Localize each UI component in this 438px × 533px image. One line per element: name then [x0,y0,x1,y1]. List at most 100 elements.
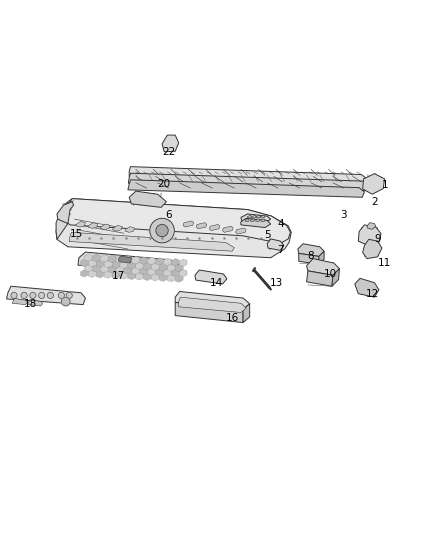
Text: 2: 2 [371,197,378,207]
Polygon shape [267,239,284,251]
Polygon shape [113,225,122,231]
Polygon shape [136,262,144,270]
Polygon shape [100,255,108,262]
Polygon shape [96,270,104,278]
Polygon shape [56,209,68,239]
Circle shape [21,292,27,298]
Text: 18: 18 [24,298,37,309]
Polygon shape [88,270,96,278]
Polygon shape [120,272,128,279]
Polygon shape [171,269,179,277]
Polygon shape [162,135,179,152]
Polygon shape [148,268,155,275]
Polygon shape [175,292,250,310]
Text: 12: 12 [366,289,379,299]
Polygon shape [104,260,112,268]
Polygon shape [163,269,171,276]
Polygon shape [358,225,381,246]
Circle shape [11,292,17,298]
Circle shape [58,292,64,298]
Polygon shape [175,302,243,322]
Polygon shape [298,244,324,256]
Circle shape [66,292,72,298]
Polygon shape [132,256,140,264]
Polygon shape [129,167,367,184]
Polygon shape [355,278,379,297]
Polygon shape [116,255,124,263]
Polygon shape [307,271,333,286]
Polygon shape [128,262,136,269]
Polygon shape [28,300,42,306]
Circle shape [39,292,45,298]
Text: 15: 15 [70,229,83,239]
Polygon shape [81,270,88,277]
Text: 8: 8 [307,252,314,261]
Text: 1: 1 [382,181,389,190]
Polygon shape [63,199,290,243]
Polygon shape [140,257,148,264]
Polygon shape [171,259,179,266]
Polygon shape [100,265,108,273]
Polygon shape [167,264,175,271]
Polygon shape [108,255,116,263]
Polygon shape [261,215,265,218]
Polygon shape [124,266,132,274]
Polygon shape [155,258,163,265]
Text: 9: 9 [374,235,381,244]
Polygon shape [128,173,368,191]
Text: 7: 7 [277,245,284,255]
Polygon shape [144,263,152,270]
Circle shape [61,297,70,306]
Polygon shape [319,251,324,264]
Polygon shape [209,224,220,231]
Polygon shape [120,261,128,269]
Polygon shape [256,215,261,218]
Polygon shape [100,224,110,230]
Polygon shape [92,265,100,272]
Text: 20: 20 [158,179,171,189]
Circle shape [30,292,36,298]
Polygon shape [78,252,182,273]
Polygon shape [299,253,319,264]
Polygon shape [251,219,254,221]
Polygon shape [159,263,167,271]
Text: 3: 3 [340,210,347,220]
Polygon shape [108,265,116,273]
Polygon shape [155,268,163,276]
Polygon shape [56,199,291,258]
Text: 4: 4 [277,219,284,229]
Polygon shape [195,270,227,284]
Polygon shape [179,270,187,277]
Polygon shape [152,263,159,270]
Polygon shape [179,297,246,312]
Polygon shape [129,191,166,207]
Polygon shape [88,260,96,267]
Polygon shape [261,219,265,221]
Polygon shape [175,275,183,282]
Polygon shape [57,201,74,223]
Text: 16: 16 [226,313,239,323]
Polygon shape [12,298,27,304]
Polygon shape [236,228,246,234]
Polygon shape [179,259,187,266]
Text: 17: 17 [112,271,125,281]
Polygon shape [128,272,136,280]
Circle shape [156,224,168,237]
Polygon shape [144,273,152,280]
Polygon shape [136,273,144,280]
Polygon shape [148,257,155,265]
Polygon shape [85,264,92,272]
Polygon shape [175,264,183,272]
Polygon shape [81,259,88,266]
Text: 14: 14 [210,278,223,288]
Text: 22: 22 [162,147,175,157]
Polygon shape [92,254,100,262]
Text: 11: 11 [378,259,391,269]
Polygon shape [104,271,112,278]
Polygon shape [132,267,140,274]
Polygon shape [125,227,134,232]
Polygon shape [76,221,85,227]
Polygon shape [196,223,207,229]
Polygon shape [112,261,120,268]
Polygon shape [163,258,171,265]
